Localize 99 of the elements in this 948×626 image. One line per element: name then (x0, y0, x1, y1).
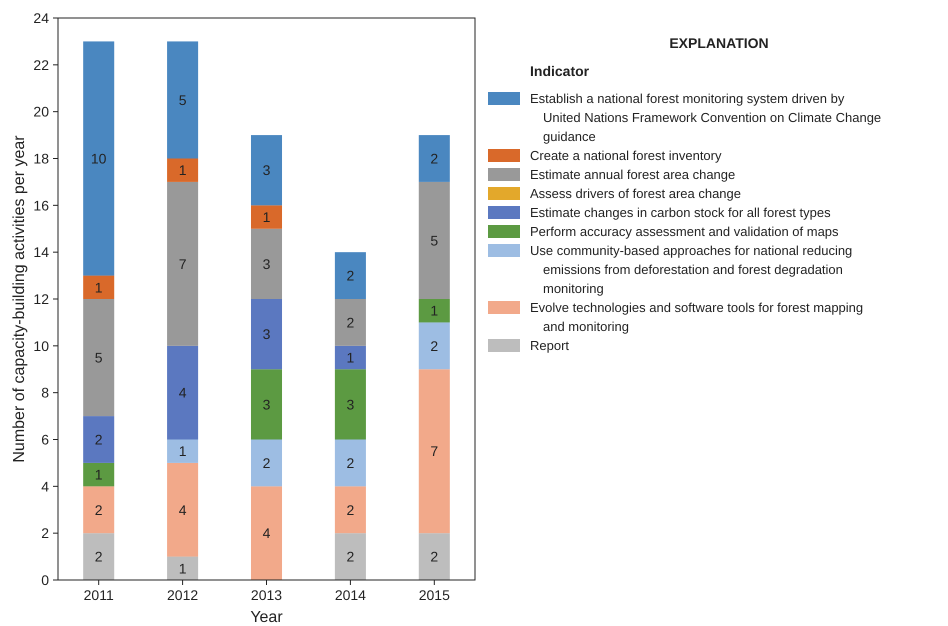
x-tick-label: 2012 (167, 587, 198, 603)
data-label: 1 (178, 162, 187, 178)
y-axis-title: Number of capacity-building activities per year (11, 134, 28, 463)
data-label: 2 (346, 454, 355, 471)
data-label: 2 (94, 548, 103, 565)
bar (250, 299, 282, 370)
legend-label: Establish a national forest monitoring system driven by United Nations Framework Convention on Climate Change guidance (530, 91, 882, 144)
bar (83, 41, 114, 276)
x-tick-label: 2011 (84, 587, 114, 603)
bar (418, 369, 450, 534)
bar (418, 299, 450, 322)
data-label: 2 (94, 432, 103, 448)
bar (83, 276, 114, 299)
data-label: 2 (346, 314, 355, 330)
y-tick-label: 6 (41, 432, 50, 448)
bar (334, 440, 366, 486)
y-tick-label: 18 (33, 150, 50, 166)
legend-title: Indicator (530, 63, 590, 79)
text: EXPLANATION (669, 35, 769, 51)
y-tick-label: 14 (33, 244, 50, 260)
bar (167, 41, 198, 158)
y-tick-label: 12 (33, 291, 50, 307)
y-tick-label: 0 (41, 572, 50, 588)
data-label: 2 (346, 548, 355, 565)
data-label: 3 (262, 396, 271, 412)
bar (167, 440, 198, 463)
bar (83, 462, 114, 486)
data-label: 7 (430, 443, 438, 460)
y-tick-label: 20 (33, 104, 50, 120)
legend-label: Use community-based approaches for national reducing emissions from deforestation and forest degradation monitoring (530, 243, 852, 296)
data-label: 2 (430, 338, 438, 354)
legend-label: Estimate changes in carbon stock for all forest types (530, 205, 832, 220)
data-label: 2 (430, 150, 438, 166)
bar (83, 416, 114, 463)
data-label: 3 (262, 256, 271, 272)
data-label: 3 (346, 396, 355, 412)
data-label: 2 (346, 502, 355, 518)
data-label: 1 (262, 209, 271, 226)
data-label: 1 (178, 443, 187, 460)
bar (167, 158, 198, 182)
y-tick-label: 22 (33, 56, 50, 73)
bar (167, 556, 198, 580)
legend-label: Report (530, 338, 570, 353)
data-label: 1 (346, 350, 355, 366)
data-label: 10 (90, 150, 107, 166)
data-label: 5 (178, 92, 187, 108)
bar (250, 440, 282, 486)
legend-label: Evolve technologies and software tools for forest mapping and monitoring (530, 300, 864, 334)
legend-label: Perform accuracy assessment and validation of maps (530, 224, 840, 239)
bar (334, 369, 366, 440)
y-tick-label: 24 (33, 10, 50, 26)
legend-label: Create a national forest inventory (530, 148, 722, 163)
bar (418, 322, 450, 370)
data-label: 2 (430, 548, 438, 565)
data-label: 2 (262, 454, 271, 471)
bar (250, 135, 282, 206)
bar (250, 486, 282, 580)
data-label: 4 (178, 384, 187, 401)
bar (167, 462, 198, 557)
bar (167, 346, 198, 440)
y-tick-label: 8 (41, 384, 50, 401)
data-label: 2 (94, 502, 103, 518)
data-label: 1 (94, 279, 103, 296)
bar (334, 346, 366, 370)
bar (250, 369, 282, 440)
bar (250, 205, 282, 229)
data-label: 3 (262, 326, 271, 342)
bar (83, 533, 114, 580)
bar (418, 182, 450, 299)
data-label: 1 (178, 560, 187, 576)
data-label: 4 (178, 502, 187, 518)
data-label: 5 (430, 232, 438, 248)
data-label: 1 (430, 302, 438, 319)
data-label: 3 (262, 162, 271, 178)
bar (418, 533, 450, 580)
data-label: 4 (262, 525, 271, 542)
x-tick-label: 2015 (418, 587, 450, 603)
y-tick-label: 16 (33, 197, 50, 214)
x-tick-label: 2014 (334, 587, 366, 603)
y-tick-label: 10 (33, 338, 50, 354)
data-label: 1 (94, 466, 103, 483)
data-label: 5 (94, 350, 103, 366)
y-tick-label: 4 (41, 478, 50, 494)
y-tick-label: 2 (41, 525, 50, 542)
bar (334, 252, 366, 299)
x-tick-label: 2013 (250, 587, 282, 603)
data-label: 7 (178, 256, 187, 272)
bar (334, 486, 366, 534)
bar (83, 486, 114, 534)
bar (250, 228, 282, 299)
bar (334, 533, 366, 580)
legend-label: Assess drivers of forest area change (530, 186, 741, 201)
bar (83, 299, 114, 416)
data-label: 2 (346, 268, 355, 284)
bar (418, 135, 450, 182)
x-axis-title: Year (250, 609, 284, 626)
legend-label: Estimate annual forest area change (530, 167, 736, 182)
bar (334, 299, 366, 346)
bar (167, 182, 198, 346)
